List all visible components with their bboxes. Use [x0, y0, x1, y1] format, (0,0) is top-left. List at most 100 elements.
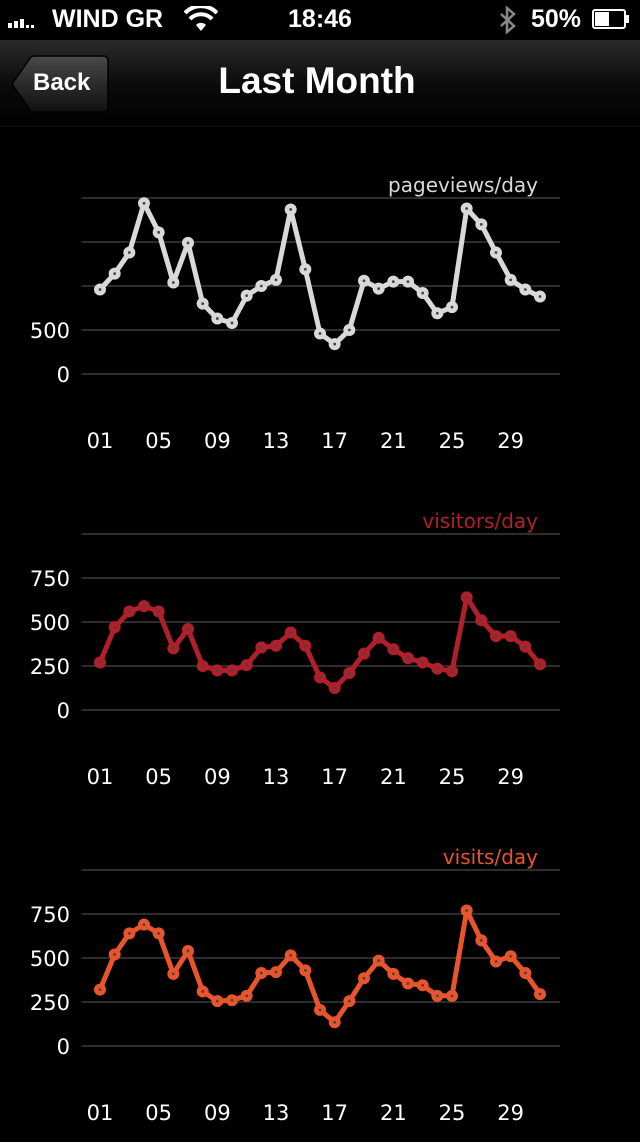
point-center: [465, 595, 469, 599]
wifi-icon: [184, 6, 218, 31]
point-center: [230, 998, 234, 1002]
point-center: [186, 241, 190, 245]
point-center: [157, 931, 161, 935]
point-center: [494, 634, 498, 638]
x-tick-label: 17: [321, 429, 348, 453]
point-center: [391, 280, 395, 283]
x-tick-label: 05: [145, 429, 172, 453]
point-center: [318, 1008, 322, 1012]
point-center: [245, 663, 249, 667]
x-tick-label: 05: [145, 765, 172, 789]
y-tick-label: 750: [30, 567, 70, 591]
signal-icon: [8, 14, 34, 28]
point-center: [450, 305, 454, 309]
point-center: [333, 342, 337, 346]
point-center: [127, 610, 131, 613]
pageviews-chart: pageviews/day 0 500 01 05 09 13 17 21 25 29: [30, 173, 560, 453]
status-bar: WIND GR 18:46 50%: [0, 0, 640, 40]
x-tick-label: 25: [439, 765, 466, 789]
point-center: [171, 281, 175, 284]
pageviews-day-line: [98, 200, 542, 347]
y-tick-label: 500: [30, 947, 70, 971]
x-tick-label: 21: [380, 765, 407, 789]
point-center: [347, 328, 351, 332]
point-center: [274, 278, 278, 282]
x-tick-label: 13: [263, 429, 290, 453]
x-tick-label: 29: [497, 429, 524, 453]
point-center: [421, 291, 425, 295]
point-center: [450, 669, 454, 673]
point-center: [186, 627, 190, 631]
point-center: [421, 661, 425, 664]
x-tick-label: 01: [87, 765, 114, 789]
point-center: [201, 990, 205, 993]
point-center: [362, 652, 366, 656]
x-tick-label: 25: [439, 429, 466, 453]
x-tick-label: 29: [497, 1101, 524, 1125]
y-tick-label: 0: [57, 699, 70, 723]
x-tick-label: 21: [380, 1101, 407, 1125]
x-tick-label: 13: [263, 765, 290, 789]
point-center: [201, 302, 205, 305]
point-center: [157, 230, 161, 234]
point-center: [347, 671, 351, 675]
point-center: [465, 909, 469, 912]
point-center: [362, 976, 366, 980]
x-tick-label: 25: [439, 1101, 466, 1125]
point-center: [215, 317, 219, 320]
point-center: [289, 208, 293, 211]
point-center: [303, 644, 307, 648]
point-center: [171, 647, 175, 650]
x-tick-label: 17: [321, 1101, 348, 1125]
point-center: [303, 968, 307, 972]
carrier-name: WIND GR: [52, 5, 164, 33]
point-center: [377, 959, 381, 963]
battery-icon: [592, 9, 629, 29]
point-center: [259, 971, 263, 975]
point-center: [362, 279, 366, 283]
point-center: [245, 994, 249, 998]
y-tick-label: 250: [30, 991, 70, 1015]
y-tick-label: 0: [57, 1035, 70, 1059]
point-center: [479, 939, 483, 942]
point-center: [391, 972, 395, 976]
point-center: [230, 321, 234, 325]
y-tick-label: 0: [57, 363, 70, 387]
point-center: [479, 223, 483, 226]
point-center: [347, 999, 351, 1003]
point-center: [215, 999, 219, 1003]
point-center: [274, 644, 278, 648]
point-center: [318, 332, 322, 335]
point-center: [435, 667, 439, 671]
point-center: [245, 294, 249, 298]
point-center: [465, 207, 469, 210]
x-tick-label: 21: [380, 429, 407, 453]
point-center: [523, 971, 527, 975]
back-button-shape: [11, 55, 109, 113]
point-center: [98, 988, 102, 992]
point-center: [157, 610, 161, 613]
point-center: [538, 662, 542, 666]
point-center: [230, 669, 234, 672]
bluetooth-icon: [500, 6, 516, 34]
navigation-bar: Back Last Month: [0, 40, 640, 127]
point-center: [142, 923, 146, 926]
chart-title: pageviews/day: [388, 173, 538, 197]
x-tick-label: 05: [145, 1101, 172, 1125]
point-center: [318, 676, 322, 679]
point-center: [142, 201, 146, 205]
back-button[interactable]: Back: [11, 55, 109, 113]
point-center: [113, 625, 117, 629]
battery-percent: 50%: [531, 5, 582, 33]
point-center: [142, 604, 146, 608]
point-center: [98, 288, 102, 291]
point-center: [509, 634, 513, 638]
point-center: [98, 661, 102, 664]
chart-title: visits/day: [443, 845, 538, 869]
point-center: [333, 686, 337, 690]
visits-chart: visits/day 0 250 500 750 01 05 09 13 17 21 25 29: [30, 845, 560, 1125]
point-center: [333, 1020, 337, 1024]
point-center: [494, 251, 498, 254]
point-center: [201, 664, 205, 668]
visitors-chart: visitors/day 0 250 500 750 01 05 09 13 17 21 25 29: [30, 509, 560, 789]
